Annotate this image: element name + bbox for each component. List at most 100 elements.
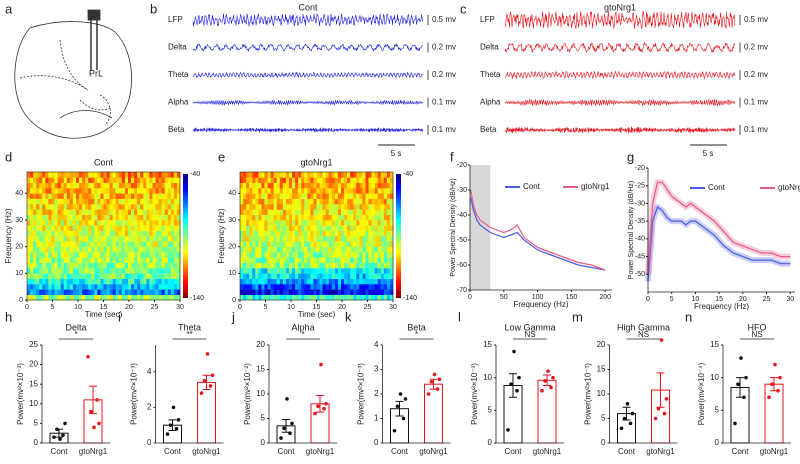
- heatmap-cell: [368, 278, 372, 285]
- heatmap-cell: [344, 268, 348, 274]
- heatmap-cell: [103, 268, 107, 274]
- heatmap-cell: [310, 284, 314, 290]
- heatmap-cell: [127, 177, 132, 183]
- heatmap-cell: [243, 257, 247, 263]
- heatmap-cell: [279, 268, 284, 274]
- heatmap-cell: [285, 172, 290, 178]
- heatmap-cell: [322, 294, 326, 301]
- heatmap-cell: [243, 220, 247, 226]
- heatmap-cell: [328, 188, 333, 194]
- heatmap-cell: [298, 257, 302, 263]
- heatmap-cell: [264, 252, 268, 258]
- heatmap-cell: [127, 278, 132, 285]
- heatmap-cell: [137, 193, 141, 199]
- heatmap-cell: [279, 209, 284, 215]
- heatmap-cell: [243, 209, 247, 215]
- heatmap-cell: [88, 241, 92, 247]
- heatmap-cell: [33, 177, 37, 183]
- heatmap-cell: [173, 241, 178, 247]
- heatmap-cell: [240, 230, 244, 237]
- heatmap-cell: [365, 294, 369, 301]
- heatmap-cell: [267, 182, 271, 189]
- heatmap-cell: [365, 214, 369, 221]
- heatmap-cell: [307, 230, 311, 237]
- heatmap-cell: [94, 262, 98, 269]
- heatmap-cell: [340, 241, 345, 247]
- heatmap-cell: [344, 262, 348, 269]
- heatmap-cell: [301, 289, 305, 295]
- heatmap-cell: [356, 268, 360, 274]
- heatmap-cell: [362, 230, 366, 237]
- heatmap-cell: [69, 225, 74, 231]
- heatmap-cell: [301, 236, 305, 242]
- heatmap-cell: [362, 241, 366, 247]
- heatmap-cell: [30, 284, 34, 290]
- heatmap-cell: [167, 284, 172, 290]
- heatmap-cell: [383, 214, 388, 221]
- colorbar-label: -140: [190, 295, 204, 302]
- heatmap-cell: [279, 182, 284, 189]
- heatmap-cell: [63, 198, 68, 205]
- heatmap-cell: [295, 204, 299, 210]
- heatmap-cell: [57, 182, 61, 189]
- panel-letter: k: [345, 309, 352, 324]
- heatmap-cell: [63, 257, 68, 263]
- line: [647, 181, 791, 275]
- legend-label: Cont: [523, 182, 541, 191]
- data-point: [86, 354, 90, 359]
- heatmap-cell: [380, 177, 385, 183]
- heatmap-cell: [121, 278, 126, 285]
- heatmap-cell: [337, 214, 342, 221]
- heatmap-cell: [51, 241, 55, 247]
- heatmap-cell: [60, 241, 65, 247]
- heatmap-cell: [146, 188, 150, 194]
- heatmap-cell: [91, 262, 95, 269]
- heatmap-cell: [313, 220, 317, 226]
- heatmap-cell: [66, 284, 71, 290]
- heatmap-cell: [173, 220, 178, 226]
- heatmap-cell: [82, 209, 86, 215]
- heatmap-cell: [380, 172, 385, 178]
- heatmap-cell: [319, 230, 323, 237]
- heatmap-cell: [66, 204, 71, 210]
- heatmap-cell: [27, 262, 31, 269]
- data-point: [628, 421, 633, 426]
- heatmap-cell: [386, 172, 391, 178]
- heatmap-cell: [255, 230, 259, 237]
- heatmap-cell: [137, 278, 141, 285]
- heatmap-cell: [340, 236, 345, 242]
- heatmap-cell: [51, 198, 55, 205]
- heatmap-cell: [383, 294, 388, 301]
- heatmap-cell: [170, 257, 175, 263]
- heatmap-cell: [249, 294, 253, 301]
- heatmap-cell: [88, 230, 92, 237]
- heatmap-cell: [167, 220, 172, 226]
- heatmap-cell: [173, 294, 178, 301]
- heatmap-cell: [112, 172, 117, 178]
- heatmap-cell: [267, 209, 271, 215]
- heatmap-cell: [66, 289, 71, 295]
- data-point: [279, 436, 283, 440]
- data-point: [656, 406, 661, 411]
- data-point: [546, 369, 550, 373]
- heatmap-cell: [313, 246, 317, 253]
- heatmap-cell: [252, 220, 256, 226]
- heatmap-cell: [356, 246, 360, 253]
- heatmap-cell: [267, 246, 271, 253]
- trace-label: Alpha: [168, 98, 189, 107]
- heatmap-cell: [88, 268, 92, 274]
- heatmap-cell: [252, 209, 256, 215]
- heatmap-cell: [30, 273, 34, 279]
- heatmap-cell: [313, 214, 317, 221]
- heatmap-cell: [347, 289, 351, 295]
- heatmap-cell: [103, 273, 107, 279]
- heatmap-cell: [42, 230, 46, 237]
- heatmap-cell: [112, 230, 117, 237]
- heatmap-cell: [94, 268, 98, 274]
- heatmap-cell: [158, 209, 162, 215]
- data-point: [176, 418, 181, 422]
- heatmap-cell: [140, 214, 144, 221]
- heatmap-cell: [106, 177, 110, 183]
- heatmap-cell: [347, 246, 351, 253]
- heatmap-cell: [30, 252, 34, 258]
